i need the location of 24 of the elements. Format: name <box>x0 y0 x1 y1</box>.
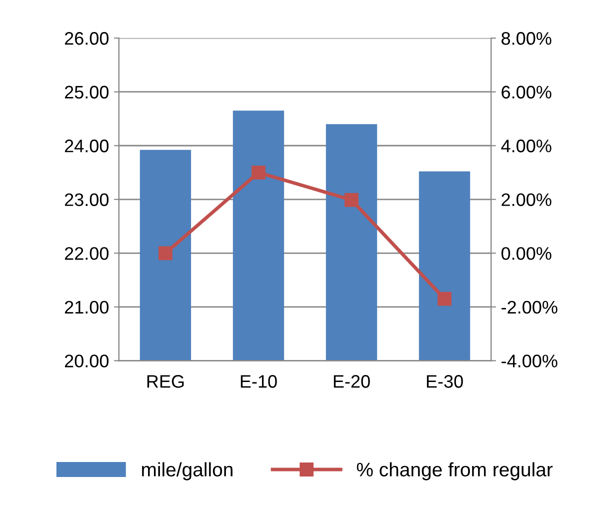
y-tick-label: 25.00 <box>64 86 109 99</box>
point <box>158 246 172 260</box>
point <box>438 292 452 306</box>
legend-label: mile/gallon <box>142 462 232 480</box>
x-tick-label: E-10 <box>240 375 277 388</box>
x-tick-label: E-30 <box>426 375 463 388</box>
y2-tick-label: 0.00% <box>501 247 552 260</box>
x-tick-label: E-20 <box>334 375 370 388</box>
y2-tick-label: -4.00% <box>502 354 558 368</box>
point <box>252 166 266 180</box>
legend-label: % change from regular <box>356 462 553 480</box>
y2-tick-label: 6.00% <box>502 86 552 99</box>
y2-tick-label: -2.00% <box>502 300 558 314</box>
y-tick-label: 23.00 <box>64 193 109 206</box>
point <box>344 192 358 207</box>
y-tick-label: 20.00 <box>64 354 109 368</box>
y2-tick-label: 8.00% <box>502 32 552 45</box>
y2-tick-label: 2.00% <box>502 193 552 206</box>
y-tick-label: 26.00 <box>64 32 109 45</box>
y2-tick-label: 4.00% <box>501 140 552 152</box>
x-tick-label: REG <box>147 375 184 388</box>
y-tick-label: 22.00 <box>64 247 109 260</box>
y-tick-label: 24.00 <box>64 140 109 152</box>
y-tick-label: 21.00 <box>64 300 109 314</box>
